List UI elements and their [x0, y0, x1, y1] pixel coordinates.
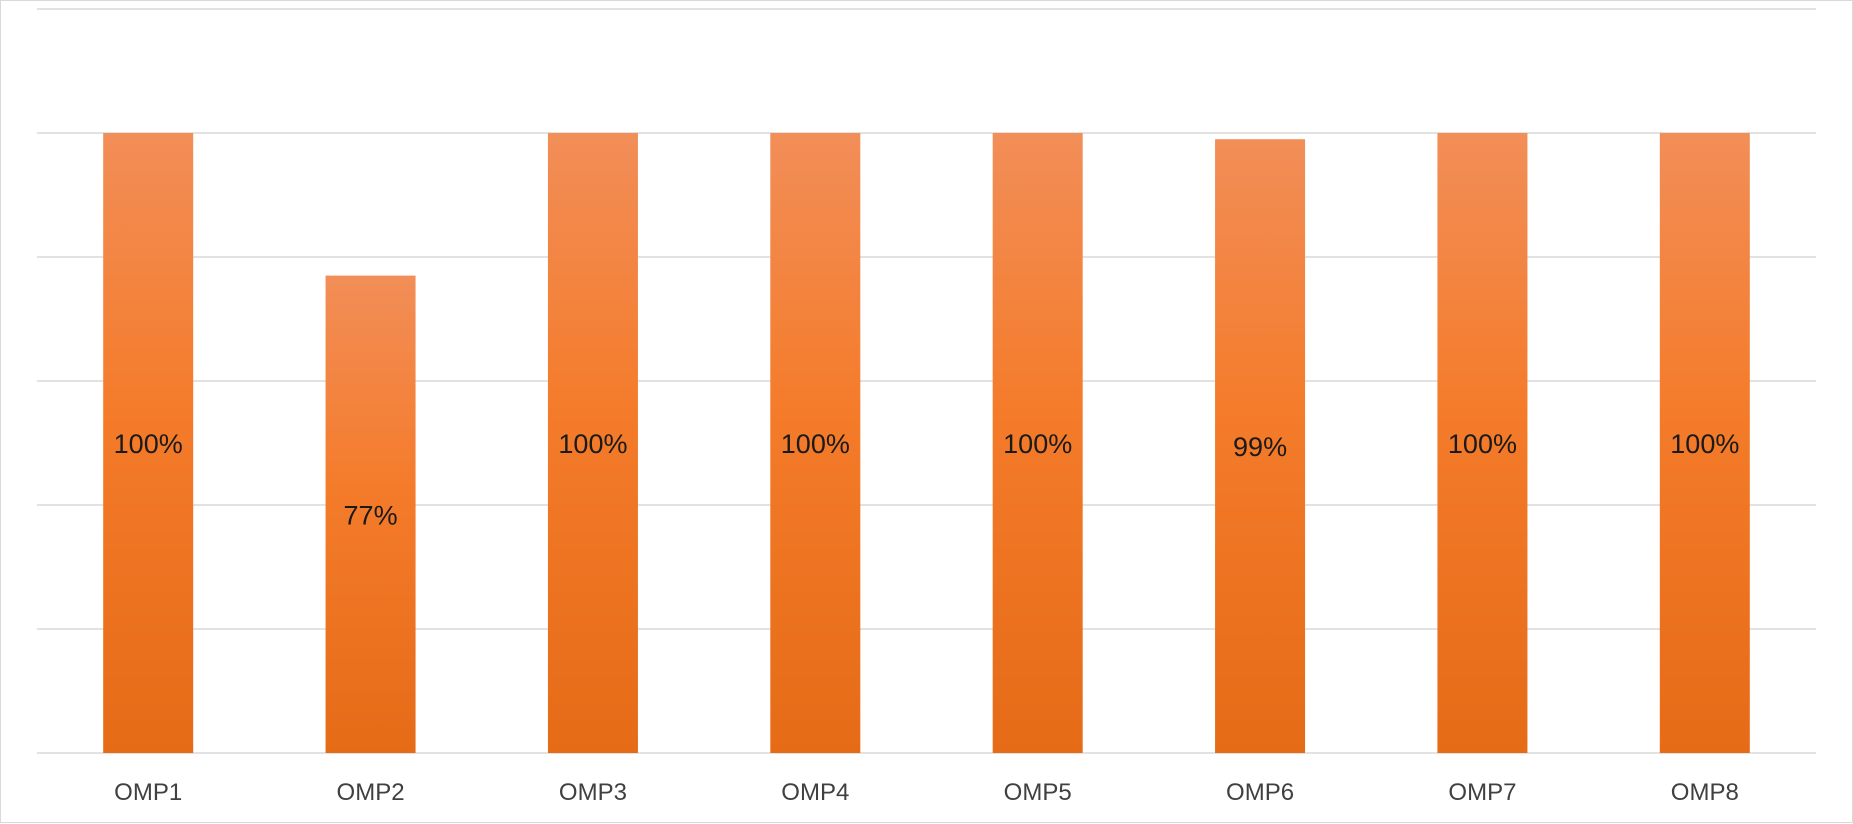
x-tick-label-omp3: OMP3 [559, 779, 627, 806]
data-label-omp8: 100% [1670, 429, 1739, 459]
data-label-omp4: 100% [781, 429, 850, 459]
data-label-omp7: 100% [1448, 429, 1517, 459]
bar-omp6 [1215, 139, 1306, 753]
x-tick-label-omp1: OMP1 [114, 779, 182, 806]
bar-omp5 [992, 133, 1083, 753]
x-tick-label-omp6: OMP6 [1226, 779, 1294, 806]
data-label-omp3: 100% [558, 429, 627, 459]
x-tick-label-omp4: OMP4 [781, 779, 849, 806]
data-label-omp2: 77% [344, 500, 398, 530]
bar-omp2 [325, 275, 416, 753]
x-tick-labels: OMP1 OMP2 OMP3 OMP4 OMP5 OMP6 OMP7 OMP8 [114, 779, 1739, 806]
data-labels: 100% 77% 100% 100% 100% 99% 100% 100% [114, 429, 1740, 530]
x-tick-label-omp7: OMP7 [1448, 779, 1516, 806]
bar-omp3 [547, 133, 638, 753]
bars [103, 133, 1750, 753]
x-tick-label-omp5: OMP5 [1004, 779, 1072, 806]
data-label-omp6: 99% [1233, 432, 1287, 462]
bar-omp1 [103, 133, 194, 753]
gridlines [37, 8, 1816, 754]
bar-omp8 [1659, 133, 1750, 753]
bar-omp7 [1437, 133, 1528, 753]
data-label-omp1: 100% [114, 429, 183, 459]
x-tick-label-omp2: OMP2 [337, 779, 405, 806]
bar-omp4 [770, 133, 861, 753]
x-tick-label-omp8: OMP8 [1671, 779, 1739, 806]
data-label-omp5: 100% [1003, 429, 1072, 459]
